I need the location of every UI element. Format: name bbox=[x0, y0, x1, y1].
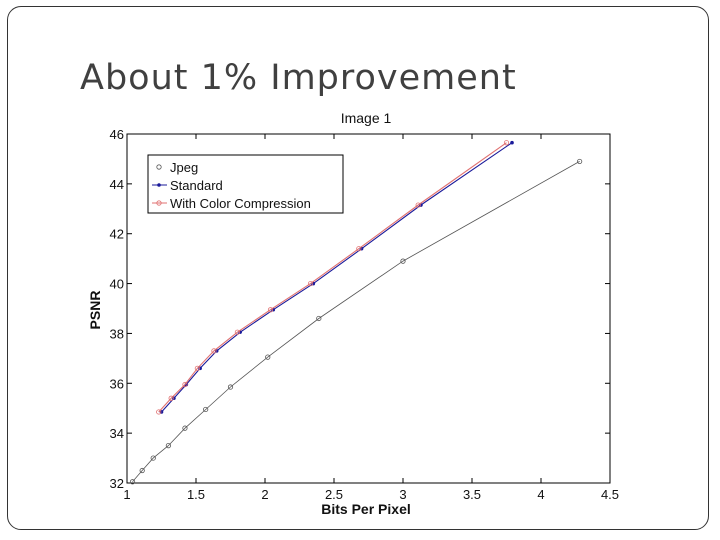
data-point-with-color-compression bbox=[168, 395, 174, 401]
series-with-color-compression bbox=[156, 140, 510, 415]
data-point-jpeg bbox=[150, 455, 156, 461]
legend-label-with-color-compression: With Color Compression bbox=[170, 196, 311, 211]
x-tick-label: 3.5 bbox=[463, 487, 481, 502]
data-point-with-color-compression bbox=[415, 202, 421, 208]
data-point-jpeg bbox=[182, 425, 188, 431]
legend-marker-standard bbox=[157, 183, 161, 187]
series-line-with-color-compression bbox=[158, 142, 507, 413]
data-point-jpeg bbox=[203, 406, 209, 413]
y-tick-label: 40 bbox=[110, 277, 124, 292]
slide-frame bbox=[7, 6, 709, 530]
legend-label-standard: Standard bbox=[170, 178, 223, 193]
x-axis-label: Bits Per Pixel bbox=[321, 501, 411, 517]
data-point-standard bbox=[510, 140, 514, 145]
data-point-jpeg bbox=[265, 354, 271, 360]
x-tick-label: 1.5 bbox=[187, 487, 205, 502]
legend-box bbox=[147, 154, 344, 214]
legend-marker-with-color-compression bbox=[156, 200, 162, 206]
data-point-with-color-compression bbox=[211, 348, 217, 354]
data-point-with-color-compression bbox=[503, 140, 510, 146]
legend: Jpeg Standard With Color Compression bbox=[147, 154, 344, 214]
y-tick-label: 38 bbox=[110, 326, 124, 341]
x-tick-label: 1 bbox=[123, 487, 130, 502]
legend-label-jpeg: Jpeg bbox=[170, 160, 198, 175]
data-point-jpeg bbox=[165, 443, 171, 449]
y-tick-label: 44 bbox=[110, 177, 124, 192]
x-tick-label: 4 bbox=[537, 487, 544, 502]
x-tick-label: 2.5 bbox=[325, 487, 343, 502]
series-jpeg bbox=[129, 158, 583, 485]
series-line-jpeg bbox=[132, 161, 580, 483]
data-point-with-color-compression bbox=[182, 381, 188, 388]
data-point-jpeg bbox=[129, 479, 136, 485]
data-point-with-color-compression bbox=[156, 409, 162, 415]
data-point-with-color-compression bbox=[267, 307, 274, 313]
y-tick-label: 34 bbox=[110, 426, 124, 441]
axis-ticks: 1 1.5 2 2.5 3 3.5 4 4.5 32 34 36 38 40 42 44 46 bbox=[110, 127, 620, 502]
y-tick-label: 42 bbox=[110, 227, 124, 242]
data-point-jpeg bbox=[577, 158, 583, 165]
y-tick-label: 36 bbox=[110, 376, 124, 391]
data-point-with-color-compression bbox=[234, 329, 240, 335]
data-point-with-color-compression bbox=[194, 365, 200, 371]
x-tick-label: 3 bbox=[399, 487, 406, 502]
x-tick-label: 4.5 bbox=[601, 487, 619, 502]
data-point-jpeg bbox=[400, 258, 406, 264]
y-axis-label: PSNR bbox=[87, 291, 103, 330]
data-point-with-color-compression bbox=[307, 280, 314, 287]
y-tick-label: 46 bbox=[110, 127, 124, 142]
data-point-jpeg bbox=[139, 467, 145, 474]
y-tick-label: 32 bbox=[110, 476, 124, 491]
chart-title: Image 1 bbox=[341, 110, 392, 126]
data-point-with-color-compression bbox=[356, 246, 362, 252]
data-point-jpeg bbox=[316, 315, 322, 322]
legend-marker-jpeg bbox=[156, 164, 162, 170]
slide-title: About 1% Improvement bbox=[80, 58, 517, 98]
data-point-jpeg bbox=[227, 384, 234, 390]
x-tick-label: 2 bbox=[261, 487, 268, 502]
plot-area bbox=[126, 133, 611, 484]
series-layer bbox=[129, 140, 583, 485]
